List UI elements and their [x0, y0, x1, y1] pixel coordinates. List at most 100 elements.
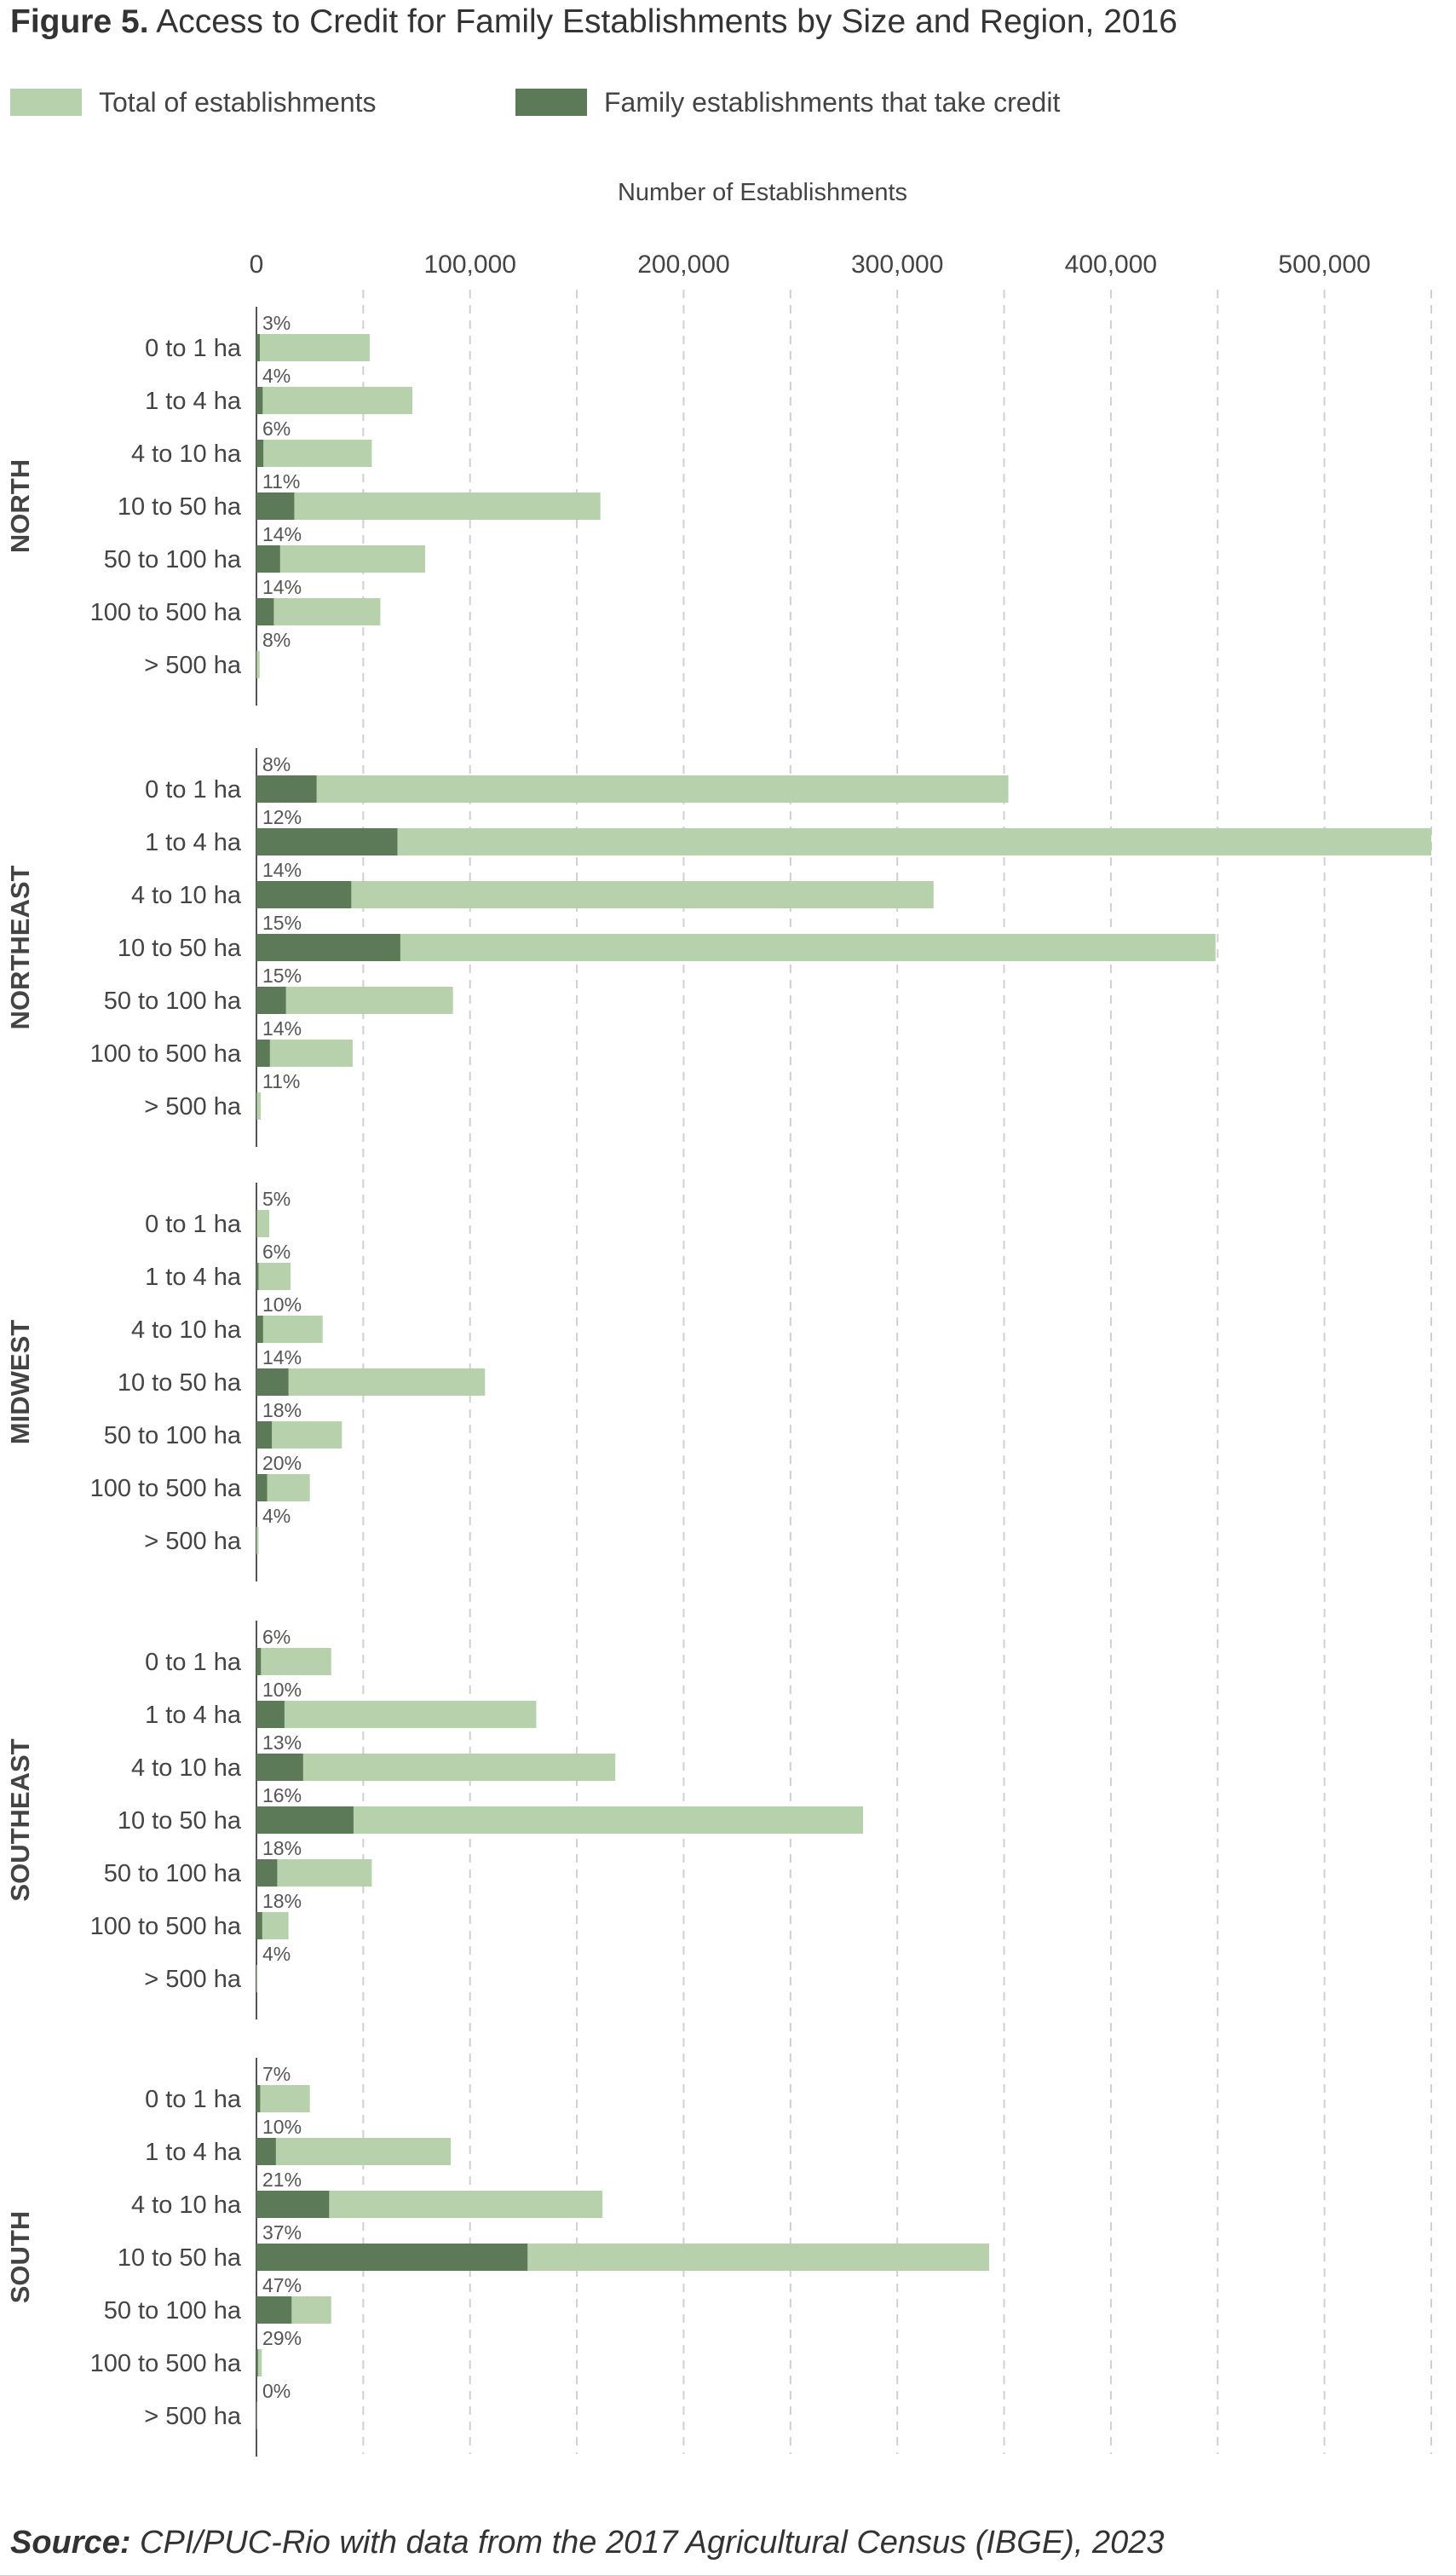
credit-bar	[256, 2296, 292, 2324]
total-bar	[256, 1263, 291, 1290]
region-label: NORTH	[5, 459, 35, 553]
percent-label: 12%	[262, 806, 302, 828]
percent-label: 6%	[262, 1241, 291, 1263]
credit-bar	[256, 334, 260, 361]
percent-label: 4%	[262, 1943, 291, 1965]
category-label: 50 to 100 ha	[104, 546, 242, 573]
x-tick-label: 200,000	[637, 251, 729, 279]
percent-label: 20%	[262, 1452, 302, 1474]
category-label: 100 to 500 ha	[90, 1913, 242, 1940]
percent-label: 4%	[262, 1505, 291, 1527]
total-bar	[256, 1368, 486, 1396]
source-label: Source:	[10, 2525, 131, 2561]
source-text: CPI/PUC-Rio with data from the 2017 Agri…	[140, 2525, 1165, 2561]
legend-label-total: Total of establishments	[99, 87, 377, 118]
region-label: SOUTHEAST	[5, 1738, 35, 1901]
credit-bar	[256, 881, 352, 908]
credit-bar	[256, 1806, 354, 1834]
total-bar	[256, 387, 413, 414]
legend-label-credit: Family establishments that take credit	[604, 87, 1061, 118]
percent-label: 29%	[262, 2327, 302, 2349]
category-label: > 500 ha	[144, 1528, 242, 1555]
category-label: 0 to 1 ha	[145, 1649, 242, 1676]
percent-label: 4%	[262, 365, 291, 387]
credit-bar	[256, 1421, 273, 1449]
x-tick-label: 500,000	[1278, 251, 1370, 279]
total-bar	[256, 2349, 262, 2376]
category-label: 100 to 500 ha	[90, 1040, 242, 1068]
total-bar	[256, 440, 372, 467]
credit-bar	[256, 2085, 261, 2112]
credit-bar	[256, 1859, 278, 1887]
category-label: 50 to 100 ha	[104, 2297, 242, 2324]
total-bar	[256, 1210, 270, 1237]
total-bar	[256, 775, 1009, 803]
percent-label: 3%	[262, 312, 291, 334]
total-bar	[256, 1648, 331, 1675]
percent-label: 10%	[262, 2116, 302, 2138]
category-label: 50 to 100 ha	[104, 1422, 242, 1449]
total-bar	[256, 1040, 353, 1067]
credit-bar	[256, 2191, 330, 2218]
legend-swatch-credit	[515, 89, 587, 116]
total-bar	[256, 1316, 323, 1343]
percent-label: 10%	[262, 1679, 302, 1701]
category-label: > 500 ha	[144, 1966, 242, 1993]
percent-label: 5%	[262, 1188, 291, 1210]
category-label: 10 to 50 ha	[118, 1807, 242, 1835]
x-tick-label: 0	[250, 251, 264, 279]
total-bar	[256, 1527, 259, 1554]
percent-label: 18%	[262, 1399, 302, 1421]
credit-bar	[256, 934, 400, 961]
category-label: 100 to 500 ha	[90, 2350, 242, 2377]
legend-swatch-total	[10, 89, 82, 116]
category-label: > 500 ha	[144, 1093, 242, 1120]
category-label: 100 to 500 ha	[90, 1475, 242, 1502]
total-bar	[256, 1754, 616, 1781]
total-bar	[256, 987, 453, 1014]
percent-label: 0%	[262, 2380, 291, 2402]
percent-label: 47%	[262, 2274, 302, 2296]
percent-label: 10%	[262, 1293, 302, 1316]
percent-label: 18%	[262, 1837, 302, 1859]
percent-label: 37%	[262, 2221, 302, 2244]
credit-bar	[256, 387, 263, 414]
category-label: 4 to 10 ha	[131, 1754, 242, 1782]
category-label: 100 to 500 ha	[90, 599, 242, 626]
percent-label: 15%	[262, 912, 302, 934]
credit-bar	[256, 1648, 262, 1675]
category-label: 1 to 4 ha	[145, 829, 242, 856]
category-label: 4 to 10 ha	[131, 1316, 242, 1344]
source-note: Source: CPI/PUC-Rio with data from the 2…	[10, 2520, 1164, 2565]
category-label: 1 to 4 ha	[145, 2139, 242, 2166]
percent-label: 11%	[262, 1070, 300, 1092]
category-label: > 500 ha	[144, 652, 242, 679]
x-tick-label: 300,000	[851, 251, 943, 279]
category-label: 1 to 4 ha	[145, 388, 242, 415]
percent-label: 14%	[262, 1346, 302, 1368]
credit-bar	[256, 1316, 263, 1343]
percent-label: 8%	[262, 753, 291, 775]
credit-bar	[256, 2349, 258, 2376]
percent-label: 8%	[262, 629, 291, 651]
percent-label: 13%	[262, 1731, 302, 1754]
category-label: 4 to 10 ha	[131, 2192, 242, 2219]
region-label: SOUTH	[5, 2211, 35, 2304]
total-bar	[256, 881, 934, 908]
total-bar	[256, 1806, 864, 1834]
region-label: NORTHEAST	[5, 865, 35, 1029]
credit-bar	[256, 1701, 285, 1728]
credit-bar	[256, 1474, 268, 1501]
figure-number: Figure 5.	[10, 3, 149, 40]
x-tick-label: 100,000	[424, 251, 516, 279]
total-bar	[256, 493, 601, 520]
percent-label: 21%	[262, 2169, 302, 2191]
credit-bar	[256, 1263, 259, 1290]
chart-title: Figure 5. Access to Credit for Family Es…	[10, 0, 1177, 44]
category-label: 0 to 1 ha	[145, 776, 242, 804]
category-label: 10 to 50 ha	[118, 2244, 242, 2272]
x-tick-label: 400,000	[1065, 251, 1157, 279]
credit-bar	[256, 775, 317, 803]
percent-label: 14%	[262, 523, 302, 545]
percent-label: 6%	[262, 1626, 291, 1648]
